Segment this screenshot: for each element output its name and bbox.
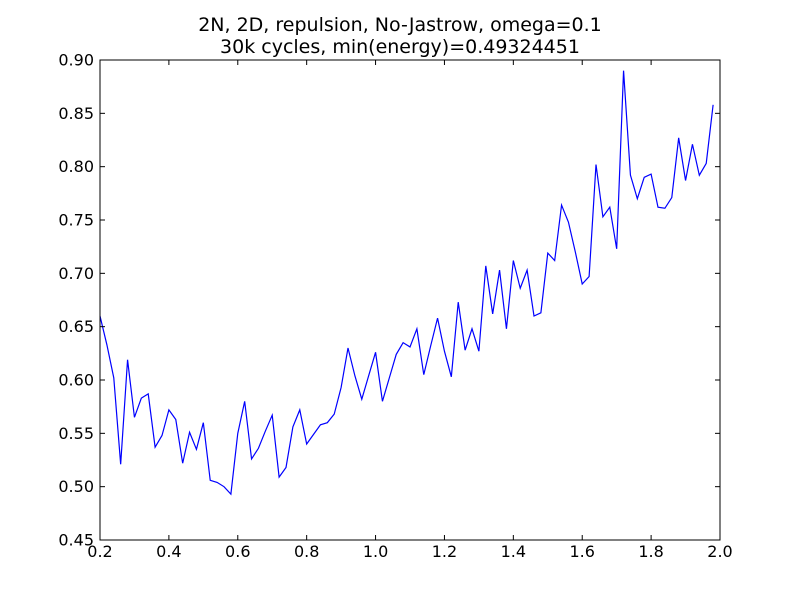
y-tick-label: 0.55	[58, 424, 94, 443]
y-tick-label: 0.60	[58, 371, 94, 390]
chart-title-line-2: 30k cycles, min(energy)=0.49324451	[220, 36, 580, 58]
chart-title-line-1: 2N, 2D, repulsion, No-Jastrow, omega=0.1	[198, 14, 602, 36]
x-tick-label: 0.8	[294, 542, 319, 561]
x-tick-label: 0.4	[156, 542, 181, 561]
x-tick-label: 0.6	[225, 542, 250, 561]
x-tick-label: 1.4	[501, 542, 526, 561]
y-tick-label: 0.65	[58, 317, 94, 336]
y-tick-label: 0.70	[58, 264, 94, 283]
y-tick-label: 0.75	[58, 211, 94, 230]
series-layer	[99, 70, 714, 496]
y-tick-label: 0.45	[58, 531, 94, 550]
y-tick-label: 0.50	[58, 477, 94, 496]
x-tick-label: 1.2	[432, 542, 457, 561]
x-tick-label: 2.0	[707, 542, 732, 561]
y-tick-label: 0.80	[58, 157, 94, 176]
y-tick-label: 0.85	[58, 104, 94, 123]
y-tick-label: 0.90	[58, 51, 94, 70]
ticks-layer: 0.2 0.4 0.6 0.8 1.0 1.2 1.4 1.6 1.8 2.0 0.45 0.50 0.…	[58, 51, 732, 562]
x-tick-label: 0.2	[87, 542, 112, 561]
x-tick-label: 1.0	[363, 542, 388, 561]
series-line-0	[99, 70, 714, 496]
x-tick-label: 1.8	[638, 542, 663, 561]
plot-frame	[99, 59, 721, 541]
x-tick-label: 1.6	[569, 542, 594, 561]
